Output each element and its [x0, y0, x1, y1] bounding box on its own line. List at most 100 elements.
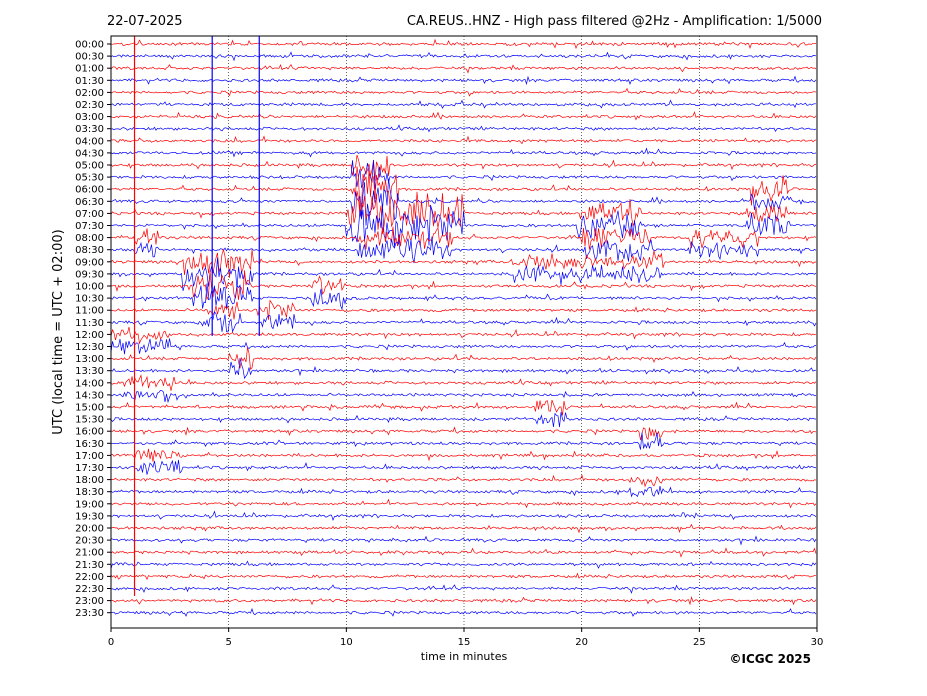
- y-tick-label: 07:00: [75, 209, 104, 220]
- copyright-label: ©ICGC 2025: [729, 652, 811, 666]
- y-tick-label: 03:00: [75, 112, 104, 123]
- y-tick-label: 06:00: [75, 185, 104, 196]
- trace-row: [110, 147, 817, 158]
- trace-row: [110, 190, 817, 235]
- trace-row: [110, 154, 817, 181]
- y-tick-label: 17:00: [75, 451, 104, 462]
- trace-row: [110, 486, 817, 498]
- y-tick-label: 11:30: [75, 318, 104, 329]
- y-tick-label: 20:30: [75, 536, 104, 547]
- trace-row: [111, 474, 817, 488]
- trace-row: [110, 124, 817, 133]
- y-tick-label: 15:00: [75, 403, 104, 414]
- y-tick-label: 21:30: [75, 560, 104, 571]
- x-axis-ticks: 0 5 10 15 20 25 30: [108, 628, 823, 648]
- y-tick-label: 18:30: [75, 487, 104, 498]
- y-tick-label: 00:00: [75, 40, 104, 51]
- trace-row: [110, 326, 817, 345]
- y-tick-label: 14:00: [75, 378, 104, 389]
- x-tick-label: 0: [108, 637, 114, 648]
- trace-row: [110, 75, 817, 86]
- trace-row: [110, 338, 817, 355]
- y-tick-label: 22:00: [75, 572, 104, 583]
- y-axis-ticks: 00:0000:3001:0001:3002:0002:3003:0003:30…: [75, 40, 111, 619]
- trace-row: [110, 248, 817, 278]
- y-tick-label: 21:00: [75, 548, 104, 559]
- y-tick-label: 14:30: [75, 390, 104, 401]
- y-tick-label: 16:00: [75, 427, 104, 438]
- x-tick-label: 15: [458, 637, 471, 648]
- y-tick-label: 00:30: [75, 52, 104, 63]
- y-tick-label: 08:30: [75, 245, 104, 256]
- y-tick-label: 05:00: [75, 161, 104, 172]
- trace-row: [110, 448, 817, 462]
- y-tick-label: 05:30: [75, 173, 104, 184]
- trace-row: [110, 38, 817, 50]
- trace-row: [111, 270, 817, 301]
- trace-row: [110, 560, 817, 569]
- y-tick-label: 23:00: [75, 596, 104, 607]
- y-tick-label: 01:30: [75, 76, 104, 87]
- y-tick-label: 12:30: [75, 342, 104, 353]
- y-tick-label: 01:00: [75, 64, 104, 75]
- trace-row: [110, 257, 817, 291]
- chart-title: CA.REUS..HNZ - High pass filtered @2Hz -…: [407, 14, 822, 29]
- trace-row: [110, 432, 817, 450]
- trace-row: [110, 283, 817, 311]
- y-tick-label: 19:30: [75, 511, 104, 522]
- trace-row: [110, 498, 817, 509]
- trace-row: [110, 572, 817, 581]
- trace-row: [110, 459, 817, 475]
- trace-row: [110, 523, 817, 534]
- trace-row: [111, 226, 817, 250]
- x-tick-label: 20: [575, 637, 588, 648]
- y-tick-label: 17:30: [75, 463, 104, 474]
- trace-row: [110, 166, 816, 212]
- trace-row: [110, 607, 817, 617]
- date-label: 22-07-2025: [107, 14, 183, 29]
- trace-row: [111, 159, 817, 190]
- y-tick-label: 04:00: [75, 136, 104, 147]
- y-tick-label: 18:00: [75, 475, 104, 486]
- y-tick-label: 10:00: [75, 282, 104, 293]
- y-tick-label: 12:00: [75, 330, 104, 341]
- y-tick-label: 04:30: [75, 148, 104, 159]
- trace-row: [110, 547, 817, 558]
- trace-row: [110, 63, 817, 74]
- y-tick-label: 13:30: [75, 366, 104, 377]
- trace-row: [110, 205, 817, 247]
- trace-row: [110, 426, 817, 441]
- x-tick-label: 5: [225, 637, 231, 648]
- y-tick-label: 10:30: [75, 294, 104, 305]
- y-tick-label: 02:00: [75, 88, 104, 99]
- trace-row: [110, 357, 817, 380]
- y-tick-label: 02:30: [75, 100, 104, 111]
- trace-row: [110, 236, 817, 264]
- seismic-traces: [110, 36, 817, 617]
- x-tick-label: 10: [340, 637, 353, 648]
- y-tick-label: 23:30: [75, 608, 104, 619]
- trace-row: [110, 87, 817, 97]
- y-tick-label: 03:30: [75, 124, 104, 135]
- y-tick-label: 19:00: [75, 499, 104, 510]
- x-tick-label: 25: [693, 637, 706, 648]
- y-tick-label: 13:00: [75, 354, 104, 365]
- trace-row: [110, 135, 817, 145]
- trace-row: [110, 535, 817, 546]
- trace-row: [110, 596, 817, 606]
- x-axis-label: time in minutes: [421, 650, 508, 663]
- y-tick-label: 11:00: [75, 306, 104, 317]
- plot-frame: [110, 35, 818, 629]
- trace-row: [110, 299, 817, 320]
- trace-row: [110, 510, 817, 522]
- trace-row: [110, 347, 817, 370]
- y-tick-label: 15:30: [75, 415, 104, 426]
- y-axis-label: UTC (local time = UTC + 02:00): [51, 229, 66, 434]
- trace-row: [110, 584, 817, 594]
- trace-row: [110, 412, 817, 428]
- trace-row: [110, 99, 816, 109]
- y-tick-label: 09:00: [75, 257, 104, 268]
- trace-row: [110, 178, 817, 226]
- y-tick-label: 22:30: [75, 584, 104, 595]
